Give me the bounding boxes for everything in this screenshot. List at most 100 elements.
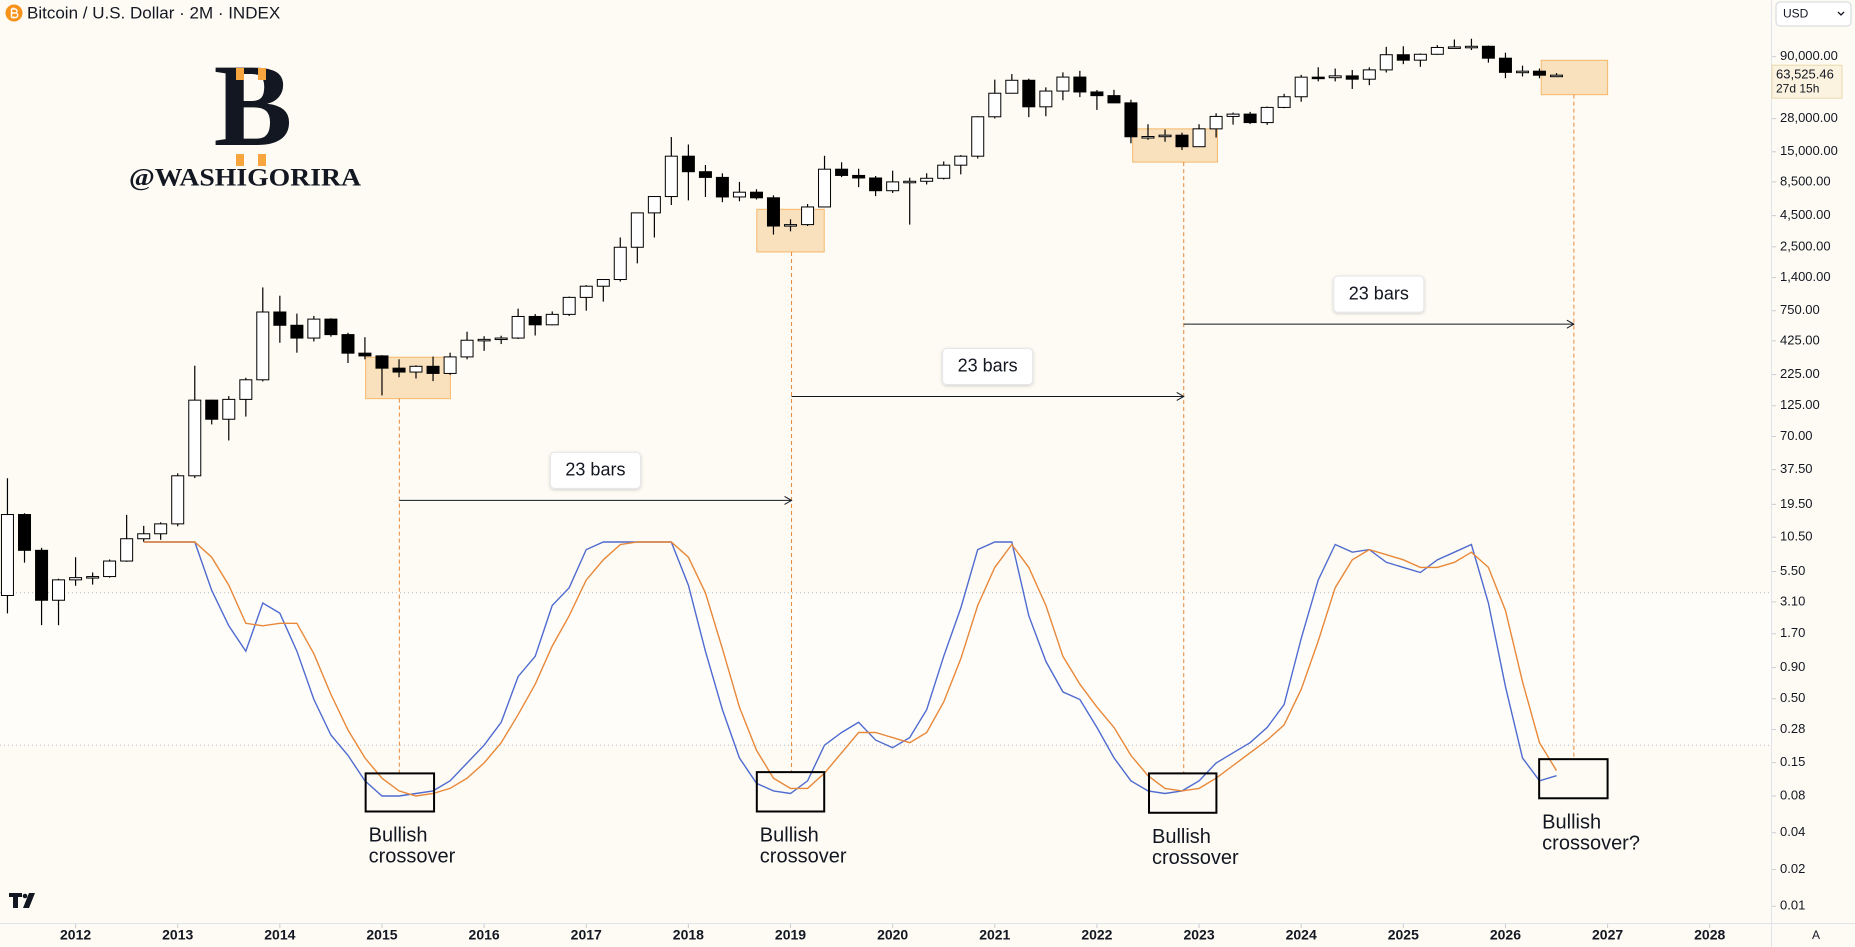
- x-tick-label: 2028: [1694, 927, 1725, 943]
- candle-body: [750, 191, 764, 199]
- candle-body: [460, 339, 474, 358]
- axes: 90,000.00 28,000.00 15,000.00 8,500.00 4,500…: [60, 48, 1843, 943]
- candle-body: [324, 318, 338, 336]
- y-tick-label: 750.00: [1780, 302, 1820, 317]
- candle-body: [1209, 115, 1223, 130]
- candle-body: [647, 196, 661, 214]
- crossover-label: Bullish crossover?: [1542, 812, 1640, 855]
- tradingview-logo-dot[interactable]: [22, 893, 28, 899]
- y-tick-label: 28,000.00: [1780, 110, 1838, 125]
- candle-body: [307, 318, 321, 339]
- x-tick-label: 2017: [571, 927, 602, 943]
- currency-chevron[interactable]: [1837, 11, 1845, 16]
- candle-body: [732, 191, 746, 198]
- y-tick-label: 425.00: [1780, 332, 1820, 347]
- bar-countdown: 27d 15h: [1776, 81, 1819, 95]
- watermark-logo-bar: [236, 68, 244, 80]
- y-tick-label: 3.10: [1780, 593, 1805, 608]
- candle-body: [613, 246, 627, 281]
- crossover-label: Bullish crossover: [369, 825, 456, 868]
- candle-body: [1396, 54, 1410, 61]
- plot-area: Bullish crossover Bullish crossover Bullish c…: [0, 38, 1771, 869]
- candle-body: [596, 279, 610, 287]
- y-tick-label: 19.50: [1780, 496, 1813, 511]
- candle-body: [154, 523, 168, 535]
- oscillator-line: [143, 541, 1558, 797]
- y-tick-label: 125.00: [1780, 397, 1820, 412]
- candle-body: [528, 315, 542, 326]
- x-tick-label: 2021: [979, 927, 1010, 943]
- candle-body: [903, 180, 917, 184]
- bar-count-arrowhead: [784, 495, 793, 505]
- candle-body: [886, 181, 900, 192]
- currency-label[interactable]: USD: [1783, 7, 1809, 21]
- x-tick-label: 2015: [366, 927, 397, 943]
- y-tick-label: 10.50: [1780, 529, 1813, 544]
- candle-body: [920, 177, 934, 182]
- x-tick-label: 2016: [469, 927, 500, 943]
- x-tick-label: 2024: [1286, 927, 1317, 943]
- candle-body: [426, 365, 440, 374]
- candle-body: [1243, 113, 1257, 124]
- y-tick-label: 1.70: [1780, 625, 1805, 640]
- chart-title: Bitcoin / U.S. Dollar · 2M · INDEX: [27, 3, 280, 22]
- candle-body: [1550, 74, 1564, 78]
- candle-body: [1005, 79, 1019, 94]
- candle-body: [273, 311, 287, 326]
- candle-body: [954, 155, 968, 166]
- y-tick-label: 0.01: [1780, 898, 1805, 913]
- tradingview-logo[interactable]: [9, 893, 35, 908]
- candle-body: [1175, 134, 1189, 148]
- bar-count-label: 23 bars: [958, 356, 1018, 376]
- candle-body: [1158, 134, 1172, 138]
- candle-body: [341, 334, 355, 354]
- candle-body: [1464, 45, 1478, 49]
- candle-body: [1328, 75, 1342, 79]
- crossover-box: [1148, 772, 1218, 814]
- candle-body: [477, 338, 491, 342]
- candle-body: [852, 174, 866, 179]
- candle-body: [1090, 91, 1104, 97]
- candle-body: [1073, 76, 1087, 93]
- candle-body: [681, 155, 695, 173]
- candle-body: [988, 92, 1002, 118]
- candle-body: [358, 352, 372, 357]
- candle-body: [1192, 128, 1206, 148]
- candle-body: [222, 398, 236, 420]
- auto-scale-button[interactable]: A: [1812, 928, 1820, 942]
- bar-count-label-box: [1333, 275, 1425, 313]
- candle-body: [18, 514, 32, 551]
- candle-body: [1277, 96, 1291, 108]
- candle-body: [715, 176, 729, 198]
- crossover-label: Bullish crossover: [760, 825, 847, 868]
- x-tick-label: 2022: [1081, 927, 1112, 943]
- watermark-logo: B: [214, 40, 293, 171]
- candle-body: [937, 164, 951, 179]
- oscillator-line: [143, 541, 1557, 797]
- candle-body: [1056, 76, 1070, 92]
- y-tick-label: 90,000.00: [1780, 48, 1838, 63]
- last-price-label: 63,525.46: [1776, 67, 1834, 82]
- candle-body: [579, 285, 593, 298]
- y-tick-label: 0.02: [1780, 861, 1805, 876]
- candle-body: [0, 514, 14, 596]
- candle-body: [698, 171, 712, 178]
- x-tick-label: 2013: [162, 927, 193, 943]
- y-tick-label: 0.04: [1780, 824, 1805, 839]
- candle-body: [1022, 79, 1036, 108]
- y-tick-label: 15,000.00: [1780, 143, 1838, 158]
- x-tick-label: 2023: [1183, 927, 1214, 943]
- candle-body: [1311, 76, 1325, 80]
- oscillator-band: [0, 592, 1771, 746]
- candle-body: [1141, 135, 1155, 139]
- y-tick-label: 5.50: [1780, 563, 1805, 578]
- currency-select[interactable]: [1775, 1, 1852, 27]
- candle-body: [766, 197, 780, 227]
- candle-body: [1430, 46, 1444, 55]
- candle-body: [290, 324, 304, 339]
- candle-body: [1481, 45, 1495, 59]
- candle-body: [69, 577, 83, 581]
- candle-body: [1532, 70, 1546, 76]
- candle-body: [86, 576, 100, 579]
